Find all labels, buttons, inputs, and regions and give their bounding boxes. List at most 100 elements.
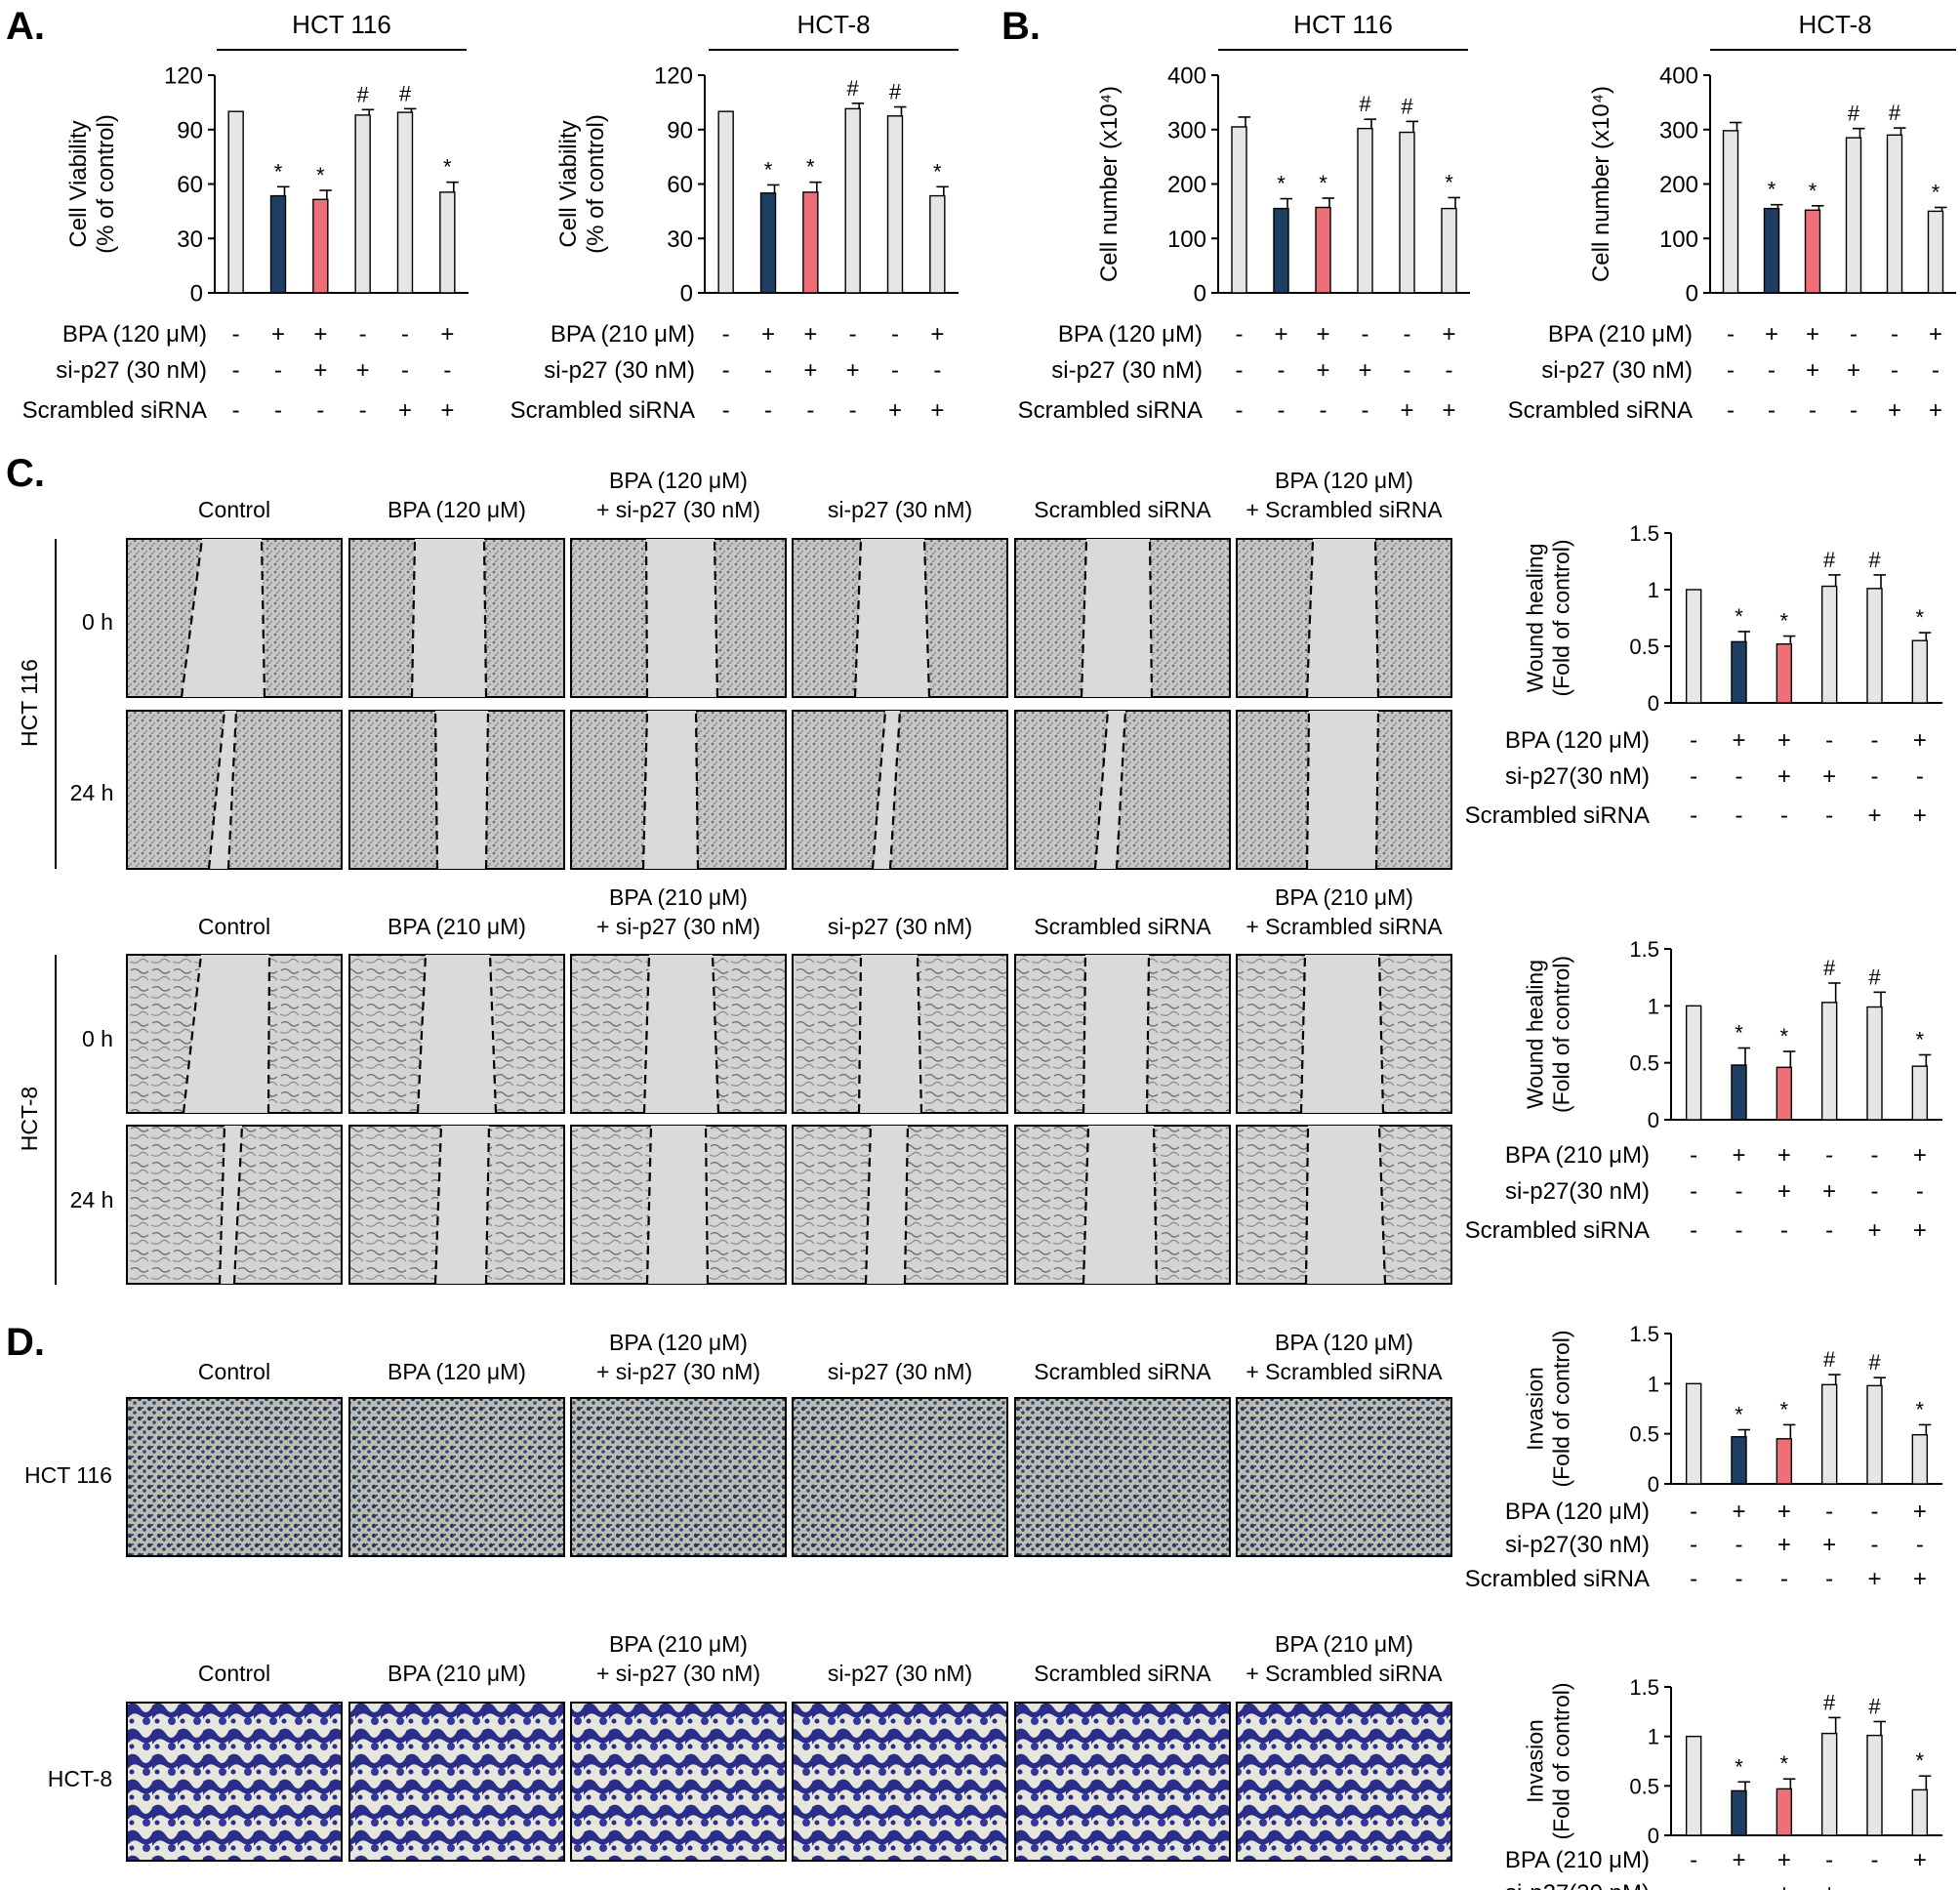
y-tick-label: 0 xyxy=(1648,691,1659,716)
treatment-minus: - xyxy=(1236,321,1244,348)
treatment-minus: - xyxy=(1727,321,1735,348)
treatment-minus: - xyxy=(1780,802,1788,829)
treatment-plus: + xyxy=(761,321,775,348)
treatment-minus: - xyxy=(401,357,409,384)
wound-edge xyxy=(180,538,204,698)
wound-image-0h xyxy=(792,538,1008,698)
treatment-minus: - xyxy=(1825,1217,1833,1244)
invasion-image xyxy=(348,1397,565,1557)
treatment-plus: + xyxy=(1358,357,1371,384)
wound-image-0h xyxy=(792,954,1008,1114)
treatment-row-label: si-p27 (30 nM) xyxy=(56,357,207,384)
treatment-plus: + xyxy=(1913,1566,1927,1592)
wound-edge xyxy=(1299,954,1307,1114)
treatment-plus: + xyxy=(803,321,817,348)
y-tick-label: 0 xyxy=(1648,1108,1659,1132)
y-axis-label: Invasion xyxy=(1523,1367,1548,1451)
treatment-plus: + xyxy=(1822,1532,1836,1558)
bar xyxy=(1776,1438,1793,1485)
y-tick-label: 1.5 xyxy=(1629,1675,1659,1700)
bar xyxy=(1911,639,1929,704)
significance-star: * xyxy=(1780,609,1789,634)
bar xyxy=(1776,1066,1793,1121)
treatment-plus: + xyxy=(1913,1847,1927,1873)
treatment-plus: + xyxy=(1913,727,1927,754)
bar xyxy=(929,194,946,294)
condition-header: BPA (120 μM) xyxy=(609,468,748,493)
treatment-plus: + xyxy=(1929,321,1942,348)
treatment-plus: + xyxy=(440,397,454,424)
treatment-minus: - xyxy=(806,397,814,424)
treatment-minus: - xyxy=(1916,1178,1924,1205)
bar xyxy=(759,192,777,294)
y-tick-label: 1.5 xyxy=(1629,937,1659,962)
condition-header: + si-p27 (30 nM) xyxy=(596,1359,760,1384)
treatment-plus: + xyxy=(1777,1142,1791,1169)
treatment-row-label: Scrambled siRNA xyxy=(510,397,695,424)
wound-edge xyxy=(704,1125,710,1285)
significance-star: * xyxy=(1768,178,1776,202)
treatment-plus: + xyxy=(888,397,902,424)
treatment-minus: - xyxy=(1850,321,1858,348)
significance-star: * xyxy=(1735,1403,1743,1427)
treatment-minus: - xyxy=(274,397,282,424)
y-tick-label: 60 xyxy=(177,172,203,198)
treatment-minus: - xyxy=(1690,1499,1697,1525)
wound-edge xyxy=(226,710,238,870)
wound-image-24h xyxy=(792,1125,1008,1285)
bar xyxy=(1273,207,1289,294)
wound-image-0h xyxy=(570,538,787,698)
treatment-minus: - xyxy=(1690,1880,1697,1890)
treatment-plus: + xyxy=(930,397,944,424)
treatment-row-label: si-p27 (30 nM) xyxy=(544,357,695,384)
bar xyxy=(1820,585,1838,704)
condition-header: Control xyxy=(198,914,270,939)
wound-edge xyxy=(864,1125,873,1285)
wound-edge xyxy=(266,954,271,1114)
panel-letter-C: C. xyxy=(6,452,45,495)
treatment-minus: - xyxy=(1825,1566,1833,1592)
significance-hash: # xyxy=(1848,102,1860,126)
treatment-minus: - xyxy=(1690,763,1697,790)
treatment-minus: - xyxy=(1690,1532,1697,1558)
treatment-minus: - xyxy=(1825,802,1833,829)
wound-edge xyxy=(694,710,700,870)
treatment-plus: + xyxy=(440,321,454,348)
bar xyxy=(802,191,819,294)
significance-star: * xyxy=(1735,604,1743,629)
bar xyxy=(312,198,329,294)
treatment-row-label: BPA (120 μM) xyxy=(1058,321,1203,348)
treatment-minus: - xyxy=(1735,1566,1743,1592)
wound-image-0h xyxy=(1236,538,1452,698)
y-axis-label: Wound healing xyxy=(1523,960,1548,1109)
treatment-plus: + xyxy=(1822,1178,1836,1205)
bar xyxy=(1357,127,1373,294)
treatment-plus: + xyxy=(1765,321,1778,348)
treatment-plus: + xyxy=(1867,1566,1881,1592)
bar xyxy=(1866,1384,1883,1485)
treatment-minus: - xyxy=(1871,1532,1879,1558)
wound-image-0h xyxy=(348,954,565,1114)
bar xyxy=(1315,206,1331,294)
treatment-minus: - xyxy=(1690,1566,1697,1592)
y-axis-label: (Fold of control) xyxy=(1549,956,1574,1113)
y-tick-label: 300 xyxy=(1167,117,1206,144)
wound-image-0h xyxy=(570,954,787,1114)
treatment-plus: + xyxy=(803,357,817,384)
significance-hash: # xyxy=(1359,92,1371,116)
wound-edge xyxy=(1148,538,1154,698)
treatment-row-label: BPA (210 μM) xyxy=(1548,321,1693,348)
significance-star: * xyxy=(443,155,452,180)
wound-image-24h xyxy=(348,710,565,870)
bar xyxy=(1731,1789,1747,1836)
condition-header: si-p27 (30 nM) xyxy=(828,914,972,939)
treatment-plus: + xyxy=(313,357,327,384)
bar xyxy=(439,191,456,294)
treatment-plus: + xyxy=(1913,802,1927,829)
chart-title: HCT 116 xyxy=(292,10,391,39)
treatment-row-label: BPA (210 μM) xyxy=(1505,1142,1650,1169)
y-tick-label: 400 xyxy=(1167,63,1206,90)
treatment-minus: - xyxy=(1916,1880,1924,1890)
treatment-minus: - xyxy=(1891,321,1899,348)
